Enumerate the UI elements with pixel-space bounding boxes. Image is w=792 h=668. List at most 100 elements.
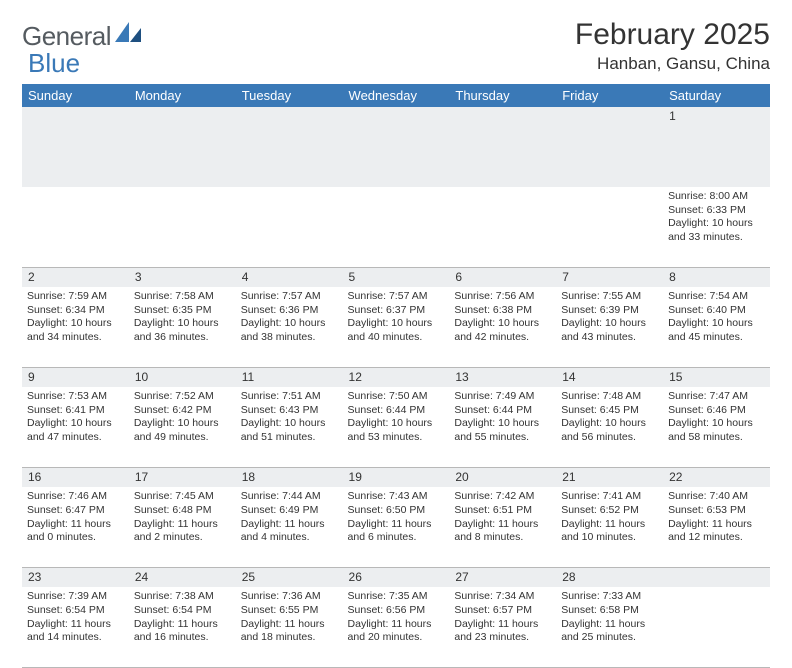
sunset-line: Sunset: 6:42 PM	[134, 404, 231, 418]
logo-sail-icon	[115, 18, 141, 49]
daylight-line: Daylight: 11 hours	[134, 518, 231, 532]
day-number-cell: 24	[129, 567, 236, 587]
daylight-line: Daylight: 10 hours	[668, 317, 765, 331]
day-number-cell: 5	[343, 267, 450, 287]
day-number-cell: 15	[663, 367, 770, 387]
sunset-line: Sunset: 6:40 PM	[668, 304, 765, 318]
daylight-line: Daylight: 10 hours	[241, 417, 338, 431]
daylight-line: and 40 minutes.	[348, 331, 445, 345]
sunrise-line: Sunrise: 7:52 AM	[134, 390, 231, 404]
day-number-cell	[129, 107, 236, 187]
page-header: General February 2025 Hanban, Gansu, Chi…	[22, 18, 770, 74]
sunset-line: Sunset: 6:34 PM	[27, 304, 124, 318]
day-number: 10	[135, 370, 148, 384]
sunset-line: Sunset: 6:52 PM	[561, 504, 658, 518]
day-cell: Sunrise: 7:51 AMSunset: 6:43 PMDaylight:…	[236, 387, 343, 467]
daylight-line: Daylight: 10 hours	[27, 417, 124, 431]
day-number-cell: 6	[449, 267, 556, 287]
daylight-line: and 20 minutes.	[348, 631, 445, 645]
day-cell	[22, 187, 129, 267]
day-cell: Sunrise: 7:39 AMSunset: 6:54 PMDaylight:…	[22, 587, 129, 667]
title-block: February 2025 Hanban, Gansu, China	[575, 18, 770, 74]
daylight-line: and 58 minutes.	[668, 431, 765, 445]
day-number-cell	[556, 107, 663, 187]
calendar-table: Sunday Monday Tuesday Wednesday Thursday…	[22, 84, 770, 668]
daylight-line: Daylight: 10 hours	[348, 317, 445, 331]
week-row: Sunrise: 8:00 AMSunset: 6:33 PMDaylight:…	[22, 187, 770, 267]
day-number-cell: 26	[343, 567, 450, 587]
weekday-friday: Friday	[556, 84, 663, 107]
daylight-line: and 23 minutes.	[454, 631, 551, 645]
day-number: 25	[242, 570, 255, 584]
daylight-line: Daylight: 10 hours	[134, 417, 231, 431]
day-number: 16	[28, 470, 41, 484]
sunset-line: Sunset: 6:47 PM	[27, 504, 124, 518]
day-cell	[129, 187, 236, 267]
location-label: Hanban, Gansu, China	[575, 54, 770, 74]
sunrise-line: Sunrise: 8:00 AM	[668, 190, 765, 204]
day-number: 17	[135, 470, 148, 484]
day-cell: Sunrise: 7:46 AMSunset: 6:47 PMDaylight:…	[22, 487, 129, 567]
day-number: 11	[242, 370, 254, 384]
daylight-line: Daylight: 10 hours	[561, 317, 658, 331]
daylight-line: Daylight: 10 hours	[668, 417, 765, 431]
sunrise-line: Sunrise: 7:56 AM	[454, 290, 551, 304]
sunrise-line: Sunrise: 7:49 AM	[454, 390, 551, 404]
day-number: 21	[562, 470, 575, 484]
daylight-line: and 36 minutes.	[134, 331, 231, 345]
day-number-row: 9101112131415	[22, 367, 770, 387]
day-cell: Sunrise: 7:42 AMSunset: 6:51 PMDaylight:…	[449, 487, 556, 567]
day-cell: Sunrise: 7:45 AMSunset: 6:48 PMDaylight:…	[129, 487, 236, 567]
weekday-saturday: Saturday	[663, 84, 770, 107]
sunrise-line: Sunrise: 7:42 AM	[454, 490, 551, 504]
day-number: 18	[242, 470, 255, 484]
day-number: 7	[562, 270, 569, 284]
sunrise-line: Sunrise: 7:40 AM	[668, 490, 765, 504]
sunset-line: Sunset: 6:58 PM	[561, 604, 658, 618]
daylight-line: Daylight: 11 hours	[27, 618, 124, 632]
day-cell: Sunrise: 7:48 AMSunset: 6:45 PMDaylight:…	[556, 387, 663, 467]
day-number-cell	[22, 107, 129, 187]
day-number-cell: 2	[22, 267, 129, 287]
sunset-line: Sunset: 6:41 PM	[27, 404, 124, 418]
day-cell: Sunrise: 7:59 AMSunset: 6:34 PMDaylight:…	[22, 287, 129, 367]
daylight-line: and 10 minutes.	[561, 531, 658, 545]
daylight-line: Daylight: 10 hours	[241, 317, 338, 331]
day-cell: Sunrise: 7:33 AMSunset: 6:58 PMDaylight:…	[556, 587, 663, 667]
day-number-cell: 19	[343, 467, 450, 487]
day-number-cell: 16	[22, 467, 129, 487]
day-number-cell: 18	[236, 467, 343, 487]
day-number-cell: 4	[236, 267, 343, 287]
day-number-cell: 23	[22, 567, 129, 587]
sunset-line: Sunset: 6:48 PM	[134, 504, 231, 518]
sunrise-line: Sunrise: 7:34 AM	[454, 590, 551, 604]
sunrise-line: Sunrise: 7:41 AM	[561, 490, 658, 504]
daylight-line: Daylight: 10 hours	[27, 317, 124, 331]
day-number-cell: 1	[663, 107, 770, 187]
daylight-line: Daylight: 11 hours	[241, 618, 338, 632]
sunset-line: Sunset: 6:56 PM	[348, 604, 445, 618]
day-number-cell: 12	[343, 367, 450, 387]
day-number-cell: 10	[129, 367, 236, 387]
sunrise-line: Sunrise: 7:38 AM	[134, 590, 231, 604]
day-number: 5	[349, 270, 356, 284]
day-cell: Sunrise: 7:49 AMSunset: 6:44 PMDaylight:…	[449, 387, 556, 467]
sunset-line: Sunset: 6:44 PM	[454, 404, 551, 418]
sunset-line: Sunset: 6:50 PM	[348, 504, 445, 518]
daylight-line: Daylight: 10 hours	[454, 417, 551, 431]
day-cell: Sunrise: 7:50 AMSunset: 6:44 PMDaylight:…	[343, 387, 450, 467]
sunset-line: Sunset: 6:46 PM	[668, 404, 765, 418]
day-cell: Sunrise: 7:52 AMSunset: 6:42 PMDaylight:…	[129, 387, 236, 467]
daylight-line: Daylight: 11 hours	[668, 518, 765, 532]
day-number-cell: 21	[556, 467, 663, 487]
day-number: 14	[562, 370, 575, 384]
day-cell: Sunrise: 7:40 AMSunset: 6:53 PMDaylight:…	[663, 487, 770, 567]
day-number-cell: 25	[236, 567, 343, 587]
sunrise-line: Sunrise: 7:53 AM	[27, 390, 124, 404]
daylight-line: and 45 minutes.	[668, 331, 765, 345]
day-number-cell: 11	[236, 367, 343, 387]
daylight-line: Daylight: 11 hours	[454, 518, 551, 532]
day-cell	[343, 187, 450, 267]
sunset-line: Sunset: 6:39 PM	[561, 304, 658, 318]
day-number-cell: 14	[556, 367, 663, 387]
